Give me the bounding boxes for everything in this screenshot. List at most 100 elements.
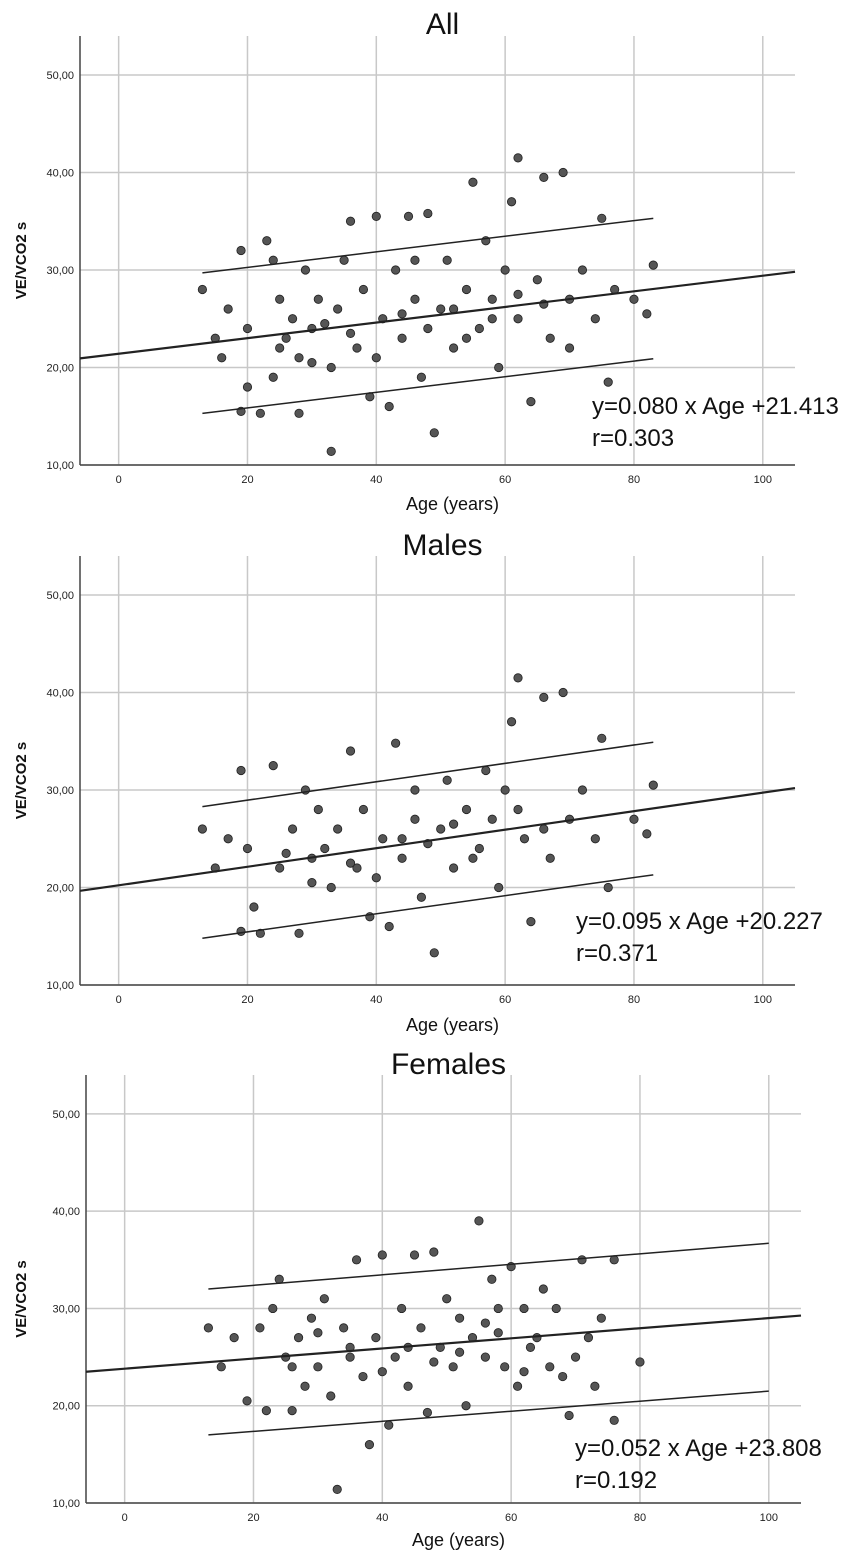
regression-line — [79, 270, 796, 360]
data-point — [416, 892, 426, 902]
data-point — [287, 1362, 297, 1372]
data-point — [526, 397, 536, 407]
data-point — [326, 882, 336, 893]
data-point — [281, 848, 291, 858]
data-point — [255, 1323, 265, 1333]
data-point — [352, 343, 362, 353]
y-tick-label: 40,00 — [46, 688, 74, 700]
data-point — [236, 765, 246, 776]
data-point — [242, 382, 253, 392]
data-point — [203, 1323, 213, 1333]
data-point — [519, 834, 530, 844]
x-tick-label: 60 — [499, 474, 511, 486]
data-point — [558, 1371, 568, 1382]
data-point — [345, 216, 356, 226]
data-point — [410, 785, 420, 795]
data-point — [590, 834, 600, 844]
data-point — [429, 1247, 439, 1257]
data-point — [564, 343, 575, 353]
upper-prediction-line — [208, 1242, 769, 1290]
data-point — [513, 289, 523, 299]
data-point — [506, 197, 517, 207]
x-tick-label: 20 — [241, 474, 253, 486]
x-tick-label: 100 — [760, 1512, 778, 1524]
data-point — [255, 928, 265, 938]
data-point — [384, 1420, 394, 1430]
data-point — [294, 353, 304, 363]
data-point — [351, 1255, 362, 1265]
x-tick-label: 80 — [628, 474, 640, 486]
data-point — [236, 926, 246, 936]
data-point — [293, 1333, 304, 1343]
data-point — [512, 1381, 523, 1391]
data-point — [538, 1284, 548, 1294]
data-point — [455, 1313, 465, 1323]
y-tick-label: 50,00 — [46, 590, 74, 602]
data-point — [635, 1357, 645, 1367]
data-point — [461, 1401, 471, 1411]
y-tick-label: 10,00 — [52, 1498, 80, 1510]
y-tick-label: 40,00 — [46, 168, 74, 180]
data-point — [422, 1407, 432, 1418]
data-point — [409, 1250, 420, 1260]
data-point — [532, 275, 542, 285]
data-point — [397, 1303, 407, 1314]
data-point — [603, 882, 613, 893]
y-tick-label: 10,00 — [46, 460, 74, 472]
data-point — [487, 294, 497, 304]
data-point — [197, 824, 207, 834]
data-point — [275, 343, 285, 353]
data-point — [307, 878, 317, 888]
data-point — [513, 153, 523, 163]
data-point — [333, 304, 343, 314]
x-tick-label: 100 — [754, 994, 772, 1006]
x-tick-label: 40 — [370, 994, 382, 1006]
data-point — [461, 333, 472, 343]
data-point — [397, 309, 407, 319]
data-point — [436, 824, 446, 834]
x-tick-label: 0 — [122, 1512, 128, 1524]
data-point — [371, 211, 381, 221]
data-point — [416, 372, 426, 382]
data-point — [332, 1484, 342, 1494]
data-point — [558, 687, 568, 698]
chart-panel-2: Males 0 20 40 60 80 100 10,00 20,00 30,00 40,00 50,… — [13, 529, 823, 1035]
data-point — [371, 353, 381, 363]
chart-panel-3: Females 0 20 40 60 80 100 10,00 20,00 30,00 40,00 5… — [13, 1048, 822, 1550]
regression-equation: y=0.080 x Age +21.413 — [592, 393, 839, 420]
data-point — [558, 167, 568, 178]
data-point — [268, 761, 278, 771]
x-tick-label: 40 — [370, 474, 382, 486]
data-point — [442, 1294, 452, 1304]
data-point — [352, 863, 362, 873]
y-axis-label: VE/VCO2 s — [13, 742, 30, 820]
data-point — [326, 362, 336, 373]
data-point — [429, 1357, 439, 1367]
data-point — [275, 863, 285, 873]
data-point — [403, 211, 414, 221]
correlation-coefficient: r=0.371 — [576, 940, 658, 967]
data-point — [500, 785, 510, 795]
data-point — [294, 408, 304, 418]
data-point — [333, 824, 343, 834]
data-point — [603, 377, 613, 387]
data-point — [217, 353, 227, 363]
x-axis-label: Age (years) — [406, 494, 499, 514]
x-tick-label: 0 — [116, 994, 122, 1006]
data-point — [480, 1318, 490, 1328]
data-point — [410, 294, 420, 304]
data-point — [391, 265, 401, 275]
data-point — [390, 1352, 400, 1362]
data-point — [597, 733, 607, 743]
data-point — [500, 265, 510, 275]
data-point — [242, 1396, 252, 1406]
data-point — [326, 446, 336, 456]
lower-prediction-line — [208, 1390, 769, 1436]
data-point — [629, 294, 639, 304]
data-point — [448, 1362, 458, 1372]
y-tick-label: 10,00 — [46, 980, 74, 992]
data-point — [525, 1342, 536, 1352]
data-point — [577, 265, 588, 275]
data-point — [268, 255, 278, 265]
data-point — [358, 1371, 368, 1382]
